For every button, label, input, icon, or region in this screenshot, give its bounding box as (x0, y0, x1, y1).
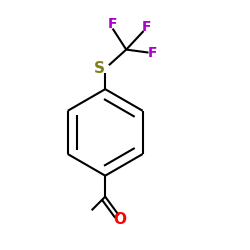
Text: O: O (114, 212, 126, 227)
Text: F: F (142, 20, 151, 34)
Text: F: F (148, 46, 157, 60)
Text: S: S (94, 61, 104, 76)
Text: F: F (108, 17, 118, 31)
